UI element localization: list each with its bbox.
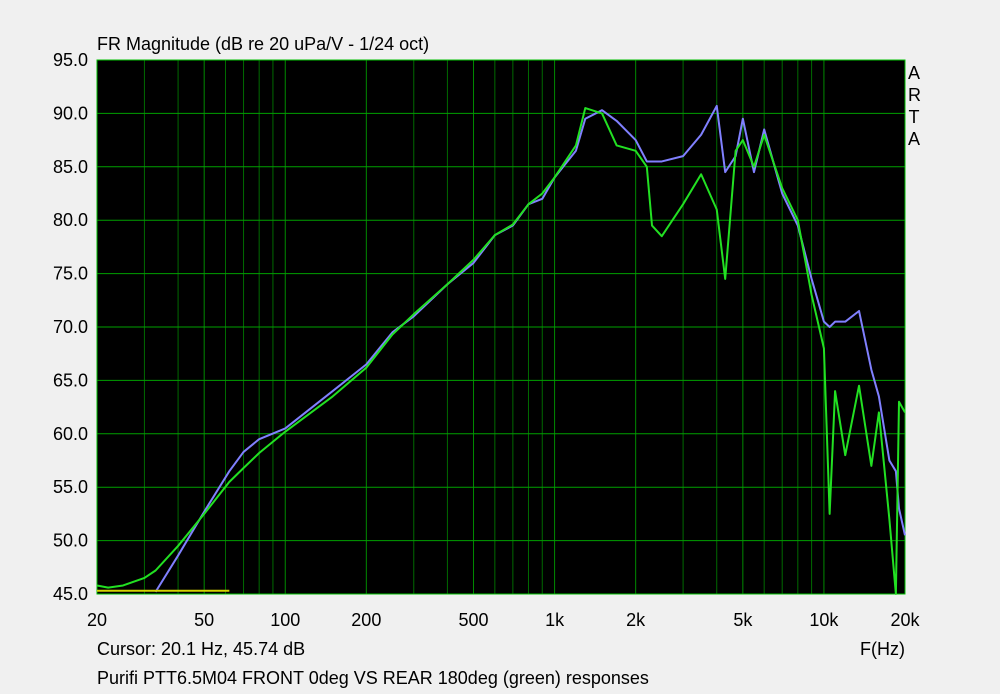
x-tick-label: 20: [87, 610, 107, 630]
y-tick-label: 70.0: [53, 317, 88, 337]
series-line: [154, 104, 906, 593]
y-tick-label: 95.0: [53, 50, 88, 70]
x-tick-label: 50: [194, 610, 214, 630]
y-tick-label: 55.0: [53, 477, 88, 497]
y-tick-label: 65.0: [53, 370, 88, 390]
y-tick-label: 90.0: [53, 103, 88, 123]
caption: Purifi PTT6.5M04 FRONT 0deg VS REAR 180d…: [97, 668, 649, 688]
x-axis-label: F(Hz): [860, 639, 905, 659]
y-tick-label: 50.0: [53, 531, 88, 551]
x-tick-label: 10k: [809, 610, 839, 630]
series-line: [96, 107, 906, 595]
x-tick-label: 100: [270, 610, 300, 630]
x-tick-label: 1k: [545, 610, 565, 630]
y-tick-label: 45.0: [53, 584, 88, 604]
y-tick-label: 75.0: [53, 264, 88, 284]
x-tick-label: 5k: [733, 610, 753, 630]
plot-border: [96, 59, 906, 595]
x-tick-label: 2k: [626, 610, 646, 630]
y-tick-label: 85.0: [53, 157, 88, 177]
x-tick-label: 200: [351, 610, 381, 630]
cursor-readout: Cursor: 20.1 Hz, 45.74 dB: [97, 639, 305, 659]
y-tick-label: 60.0: [53, 424, 88, 444]
chart-title: FR Magnitude (dB re 20 uPa/V - 1/24 oct): [97, 34, 429, 54]
x-tick-label: 500: [458, 610, 488, 630]
brand-label: ARTA: [908, 63, 921, 149]
y-tick-label: 80.0: [53, 210, 88, 230]
x-tick-label: 20k: [890, 610, 920, 630]
